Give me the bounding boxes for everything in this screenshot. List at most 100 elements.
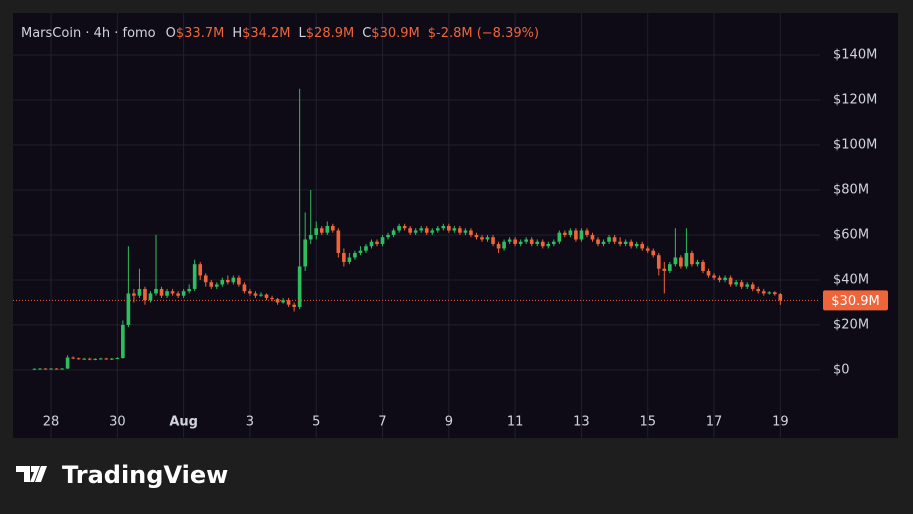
candle-body [104,358,109,360]
y-tick-label: $140M [833,48,877,63]
candle-body [452,228,457,231]
candle-body [563,232,567,235]
candle-body [347,257,352,262]
candle-body [109,358,114,360]
candle-body [336,230,341,253]
candle-body [165,291,169,296]
candle-body [93,358,98,360]
candle-body [176,293,180,296]
candle-body [71,357,75,359]
candle-body [192,264,197,289]
candle-body [596,239,600,244]
brand-name: TradingView [62,461,228,489]
x-tick-label: 11 [507,415,524,430]
candle-body [651,250,656,256]
candle-body [739,282,744,287]
candle-body [601,241,606,244]
candle-body [772,292,777,295]
y-tick-label: $20M [833,317,869,332]
candle-body [585,230,589,235]
candle-body [645,248,650,251]
candle-body [137,288,142,296]
candle-body [121,324,125,358]
candle-body [380,237,385,244]
candle-body [485,237,490,240]
candle-body [640,243,645,249]
candle-body [259,294,263,296]
candle-body [242,284,247,292]
candle-body [690,252,694,265]
candle-body [286,300,291,305]
candle-body [402,225,407,229]
candle-body [297,266,302,307]
candle-body [170,291,175,294]
x-tick-label: 9 [445,415,453,430]
x-tick-label: Aug [169,415,198,430]
candle-body [535,241,540,244]
readout-label: O [166,26,176,41]
candle-body [82,358,87,360]
candle-body [518,241,523,244]
candle-body [314,228,319,235]
candle-body [557,232,562,242]
y-tick-label: $120M [833,93,877,108]
candle-body [712,275,716,278]
candle-body [115,357,120,359]
candle-body [159,288,164,296]
candle-body [369,241,374,247]
candle-body [253,293,258,296]
x-tick-label: 19 [772,415,789,430]
x-tick-label: 3 [246,415,254,430]
readout-label: C [362,26,371,41]
candle-body [43,368,48,370]
candle-body [458,228,462,233]
candle-body [353,252,357,258]
candle-body [706,270,711,276]
candle-body [750,284,755,289]
readout-label: H [232,26,242,41]
chart-panel [13,13,898,438]
candle-body [231,277,236,283]
candle-body [463,230,468,233]
candle-body [546,243,551,247]
candle-body [441,225,446,229]
candle-body [590,234,595,240]
candle-body [502,241,506,249]
candle-body [524,239,529,242]
readout-value: $34.2M [242,26,290,41]
y-tick-label: $60M [833,227,869,242]
y-tick-label: $0 [833,362,850,377]
candle-body [38,368,42,370]
brand-logo [16,466,47,482]
y-tick-label: $80M [833,182,869,197]
candle-body [673,257,678,265]
candle-body [325,225,330,233]
candle-body [540,241,545,247]
candle-body [728,277,733,285]
candle-body [237,277,241,285]
candle-body [198,264,203,276]
candle-body [424,228,429,233]
last-price-tag [823,290,888,311]
x-tick-label: 13 [573,415,590,430]
candle-body [491,237,495,244]
candle-body [612,237,617,242]
candle-body [413,230,418,233]
candle-body [308,234,313,240]
x-tick-label: 30 [109,415,126,430]
candle-body [248,291,252,294]
y-tick-label: $100M [833,138,877,153]
candle-body [778,294,783,301]
candle-body [662,268,667,271]
candle-body [264,294,269,298]
readout-label: L [299,26,307,41]
candle-body [220,279,225,285]
candle-body [270,297,274,300]
candle-body [181,291,186,296]
candle-body [634,243,639,247]
candle-body [513,239,517,244]
candle-body [734,282,738,285]
last-price-label: $30.9M [831,294,879,309]
x-tick-label: 5 [312,415,320,430]
x-tick-label: 17 [706,415,723,430]
